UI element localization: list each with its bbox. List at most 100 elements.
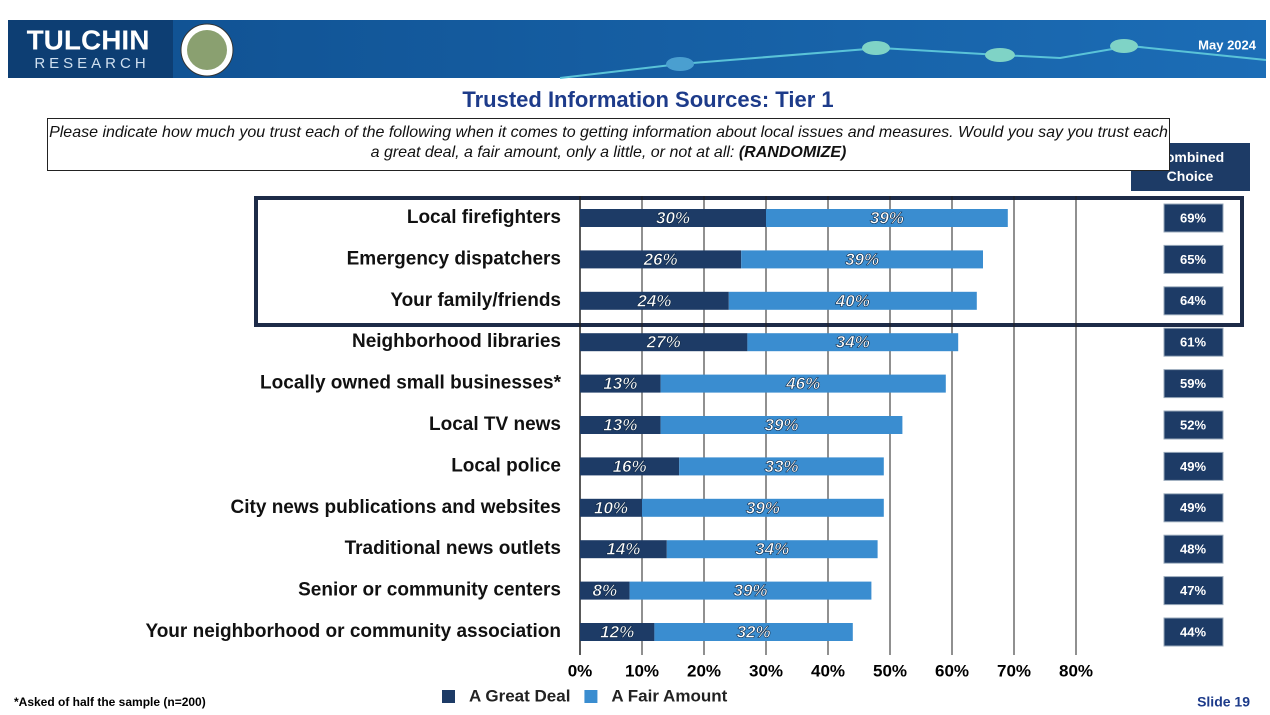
logo-bg bbox=[8, 20, 173, 78]
bar-label: 39% bbox=[845, 250, 879, 269]
question-note: (RANDOMIZE) bbox=[738, 144, 847, 161]
bar-segment bbox=[654, 623, 853, 641]
bar-label: 46% bbox=[785, 374, 820, 393]
bar-label: 30% bbox=[656, 208, 690, 227]
combined-header: Combined Choice bbox=[1156, 149, 1224, 184]
bar-label: 39% bbox=[764, 415, 798, 434]
combined-box bbox=[1163, 286, 1224, 316]
combined-box bbox=[1163, 244, 1224, 274]
bar-segment bbox=[580, 623, 655, 641]
y-tick-label: City news publications and websites bbox=[231, 497, 561, 518]
bar-segment bbox=[642, 498, 884, 517]
y-tick-label: Your neighborhood or community associati… bbox=[145, 621, 561, 642]
combined-box bbox=[1163, 617, 1224, 647]
y-tick-label: Neighborhood libraries bbox=[352, 331, 561, 352]
seal-center bbox=[187, 30, 227, 70]
bar-label: 39% bbox=[733, 581, 767, 600]
bar-label: 32% bbox=[737, 622, 771, 641]
logo-top: TULCHIN bbox=[27, 24, 150, 55]
combined-value: 52% bbox=[1180, 417, 1206, 432]
question: Please indicate how much you trust each … bbox=[47, 118, 1170, 171]
combined-value: 49% bbox=[1180, 459, 1206, 474]
bar-segment bbox=[580, 333, 748, 352]
bar-label: 27% bbox=[646, 333, 681, 352]
bar-segment bbox=[580, 416, 661, 434]
bar-segment bbox=[741, 250, 983, 269]
y-tick-label: Your family/friends bbox=[390, 290, 561, 311]
legend-swatch bbox=[584, 690, 598, 703]
bar-label: 39% bbox=[870, 208, 904, 227]
bar-segment bbox=[580, 250, 742, 269]
combined-value: 65% bbox=[1180, 252, 1206, 267]
combined-value: 44% bbox=[1180, 624, 1206, 639]
bar-segment bbox=[666, 540, 878, 559]
bar-label: 24% bbox=[636, 291, 671, 310]
y-tick-label: Senior or community centers bbox=[298, 580, 561, 601]
bar-segment bbox=[660, 374, 946, 393]
question-text: Please indicate how much you trust each … bbox=[49, 124, 1168, 161]
combined-value: 48% bbox=[1180, 542, 1206, 557]
combined-value: 59% bbox=[1180, 376, 1206, 391]
header-dot bbox=[862, 41, 890, 55]
slide-number: Slide 19 bbox=[1197, 694, 1250, 710]
bar-segment bbox=[580, 457, 680, 476]
bar-segment bbox=[580, 209, 766, 227]
bar-label: 12% bbox=[600, 622, 634, 641]
combined-box bbox=[1163, 410, 1224, 440]
legend-label: A Great Deal bbox=[469, 686, 570, 705]
bar-label: 33% bbox=[764, 457, 798, 476]
x-tick-label: 30% bbox=[749, 661, 783, 680]
x-tick-label: 70% bbox=[997, 661, 1031, 680]
bar-label: 39% bbox=[746, 498, 780, 517]
bar-segment bbox=[660, 416, 903, 434]
bar-label: 34% bbox=[755, 540, 789, 559]
x-tick-label: 20% bbox=[687, 661, 721, 680]
y-tick-label: Traditional news outlets bbox=[345, 538, 561, 559]
combined-value: 47% bbox=[1180, 583, 1206, 598]
bar-segment bbox=[766, 209, 1008, 227]
legend-swatch bbox=[442, 690, 455, 703]
combined-value: 69% bbox=[1180, 210, 1206, 225]
combined-value: 49% bbox=[1180, 500, 1206, 515]
bar-segment bbox=[580, 374, 661, 393]
bar-label: 8% bbox=[593, 581, 618, 600]
bar-label: 26% bbox=[643, 250, 678, 269]
y-tick-label: Local firefighters bbox=[407, 207, 561, 228]
x-tick-label: 80% bbox=[1059, 661, 1093, 680]
highlight-box bbox=[254, 196, 1244, 327]
y-tick-label: Locally owned small businesses* bbox=[260, 373, 562, 394]
combined-value: 61% bbox=[1180, 335, 1206, 350]
bar-segment bbox=[580, 291, 729, 310]
x-tick-label: 50% bbox=[873, 661, 907, 680]
bar-segment bbox=[728, 291, 977, 310]
bar-label: 34% bbox=[836, 333, 870, 352]
bar-segment bbox=[629, 581, 872, 600]
bar-segment bbox=[679, 457, 884, 476]
x-tick-label: 40% bbox=[811, 661, 845, 680]
chart-title: Trusted Information Sources: Tier 1 bbox=[462, 87, 833, 112]
combined-box bbox=[1163, 203, 1224, 233]
combined-box bbox=[1163, 493, 1224, 523]
bar-segment bbox=[747, 333, 959, 352]
bar-segment bbox=[580, 498, 642, 517]
header-dot bbox=[1110, 39, 1138, 53]
bar-segment bbox=[580, 540, 667, 559]
combined-box bbox=[1163, 369, 1224, 399]
bar-label: 13% bbox=[603, 374, 637, 393]
bar-label: 40% bbox=[835, 291, 870, 310]
y-tick-label: Emergency dispatchers bbox=[347, 248, 561, 269]
combined-box bbox=[1163, 327, 1224, 357]
date: May 2024 bbox=[1198, 37, 1257, 52]
x-tick-label: 10% bbox=[625, 661, 659, 680]
bar-label: 16% bbox=[613, 457, 647, 476]
combined-box bbox=[1163, 451, 1224, 481]
bar-label: 10% bbox=[594, 498, 628, 517]
header-dot bbox=[666, 57, 694, 71]
y-tick-label: Local police bbox=[451, 455, 561, 476]
header-dot bbox=[985, 48, 1015, 62]
combined-box bbox=[1163, 534, 1224, 564]
combined-value: 64% bbox=[1180, 293, 1206, 308]
combined-box bbox=[1163, 576, 1224, 606]
